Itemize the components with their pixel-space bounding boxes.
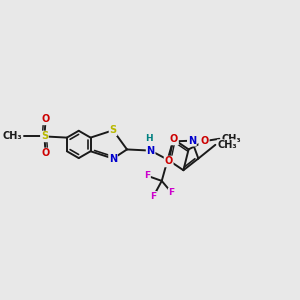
Text: N: N [147, 146, 155, 156]
Text: CH₃: CH₃ [221, 134, 241, 144]
Text: N: N [188, 136, 196, 146]
Text: O: O [41, 114, 50, 124]
Text: S: S [41, 131, 48, 141]
Text: N: N [109, 154, 117, 164]
Text: O: O [201, 136, 209, 146]
Text: S: S [110, 125, 117, 135]
Text: CH₃: CH₃ [217, 140, 237, 150]
Text: H: H [146, 134, 153, 143]
Text: H: H [199, 136, 206, 145]
Text: F: F [150, 192, 157, 201]
Text: O: O [164, 157, 173, 166]
Text: O: O [170, 134, 178, 145]
Text: F: F [169, 188, 175, 197]
Text: F: F [144, 171, 150, 180]
Text: CH₃: CH₃ [3, 131, 22, 141]
Text: O: O [41, 148, 50, 158]
